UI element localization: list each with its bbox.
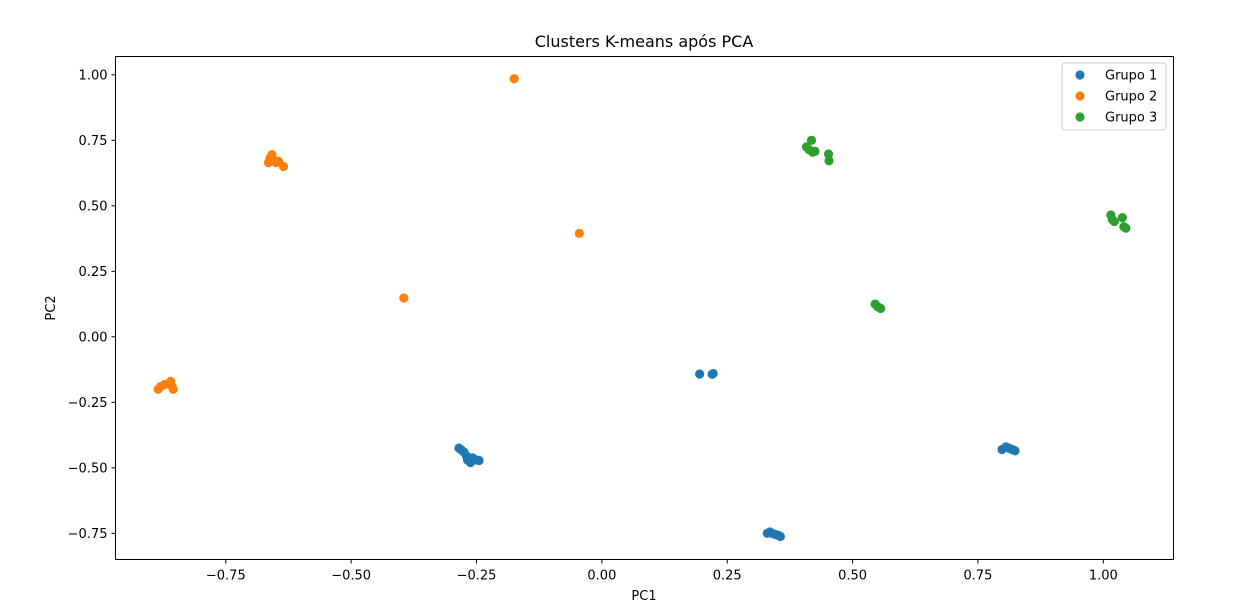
data-point [806,135,817,145]
chart-title: Clusters K-means após PCA [535,32,754,51]
x-tick-label: −0.75 [206,569,246,584]
y-tick-label: 0.50 [79,199,108,214]
x-axis-ticks: −0.75 −0.50 −0.25 0.00 0.25 0.50 0.75 1.00 [206,559,1118,584]
x-tick-label: 1.00 [1089,569,1118,584]
plot-frame [115,56,1174,560]
data-point [708,368,718,379]
legend-marker [1075,70,1085,80]
data-point [810,146,820,156]
legend-label: Grupo 1 [1105,69,1157,84]
data-point [1121,223,1131,233]
legend: Grupo 1 Grupo 2 Grupo 3 [1061,62,1167,131]
data-point [1117,213,1127,223]
legend-label: Grupo 2 [1105,90,1157,105]
series-2 [153,74,584,394]
data-point [775,531,785,542]
data-point [823,149,834,159]
data-point [168,384,178,394]
data-point [695,369,705,379]
data-point [824,156,834,166]
x-tick-label: 0.00 [587,569,616,584]
data-point [474,455,484,466]
data-point [509,74,519,84]
legend-box [1061,62,1167,131]
data-point [399,293,409,303]
x-tick-label: −0.50 [331,569,371,584]
data-point [876,303,886,314]
legend-marker [1075,112,1085,122]
y-tick-label: 1.00 [79,68,108,83]
series-1 [454,368,1020,542]
x-tick-label: −0.25 [457,569,497,584]
y-axis-ticks: −0.75 −0.50 −0.25 0.00 0.25 0.50 0.75 1.00 [68,68,116,542]
x-axis-label: PC1 [631,589,656,604]
x-tick-label: 0.75 [963,569,992,584]
data-point [1109,216,1119,227]
legend-label: Grupo 3 [1105,111,1157,126]
legend-items: Grupo 1 Grupo 2 Grupo 3 [1075,69,1157,126]
y-tick-label: −0.75 [68,527,108,542]
y-tick-label: 0.25 [79,265,108,280]
y-axis-label: PC2 [44,295,59,320]
x-tick-label: 0.50 [838,569,867,584]
data-point [574,228,584,238]
y-tick-label: 0.00 [79,330,108,345]
y-tick-label: −0.25 [68,396,108,411]
legend-marker [1075,91,1085,101]
points-layer [153,74,1131,542]
data-point [1010,446,1020,456]
x-tick-label: 0.25 [713,569,742,584]
data-point [278,161,289,172]
series-3 [801,135,1131,314]
y-tick-label: 0.75 [79,134,108,149]
y-tick-label: −0.50 [68,461,108,476]
